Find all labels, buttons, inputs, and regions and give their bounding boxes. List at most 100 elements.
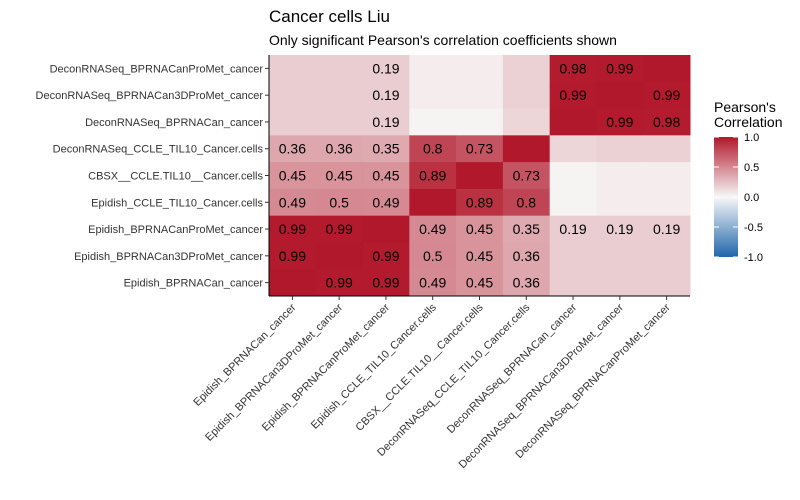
heatmap-cell (549, 269, 597, 297)
heatmap-cell (643, 135, 691, 163)
heatmap-cell (362, 269, 410, 297)
x-tick-label: DeconRNASeq_BPRNACan3DProMet_cancer (457, 301, 627, 471)
y-tick-label: DeconRNASeq_BPRNACan_cancer (85, 117, 263, 129)
cell-value-label: 0.99 (606, 60, 633, 76)
heatmap-cell (409, 108, 457, 136)
heatmap-cell (643, 188, 691, 217)
cell-value-label: 0.19 (559, 221, 586, 237)
cell-value-label: 0.35 (372, 141, 399, 157)
chart-title: Cancer cells Liu (269, 7, 390, 26)
heatmap-cell (315, 108, 364, 136)
heatmap-cell (409, 215, 457, 243)
cell-value-label: 0.99 (279, 248, 306, 264)
legend-ticks: 1.0 0.5 0.0 -0.5 -1.0 (714, 132, 763, 264)
heatmap-cell (269, 135, 317, 163)
cell-value-label: 0.49 (419, 221, 446, 237)
cell-value-label: 0.35 (513, 221, 540, 237)
heatmap-cell (409, 242, 457, 270)
heatmap-cell (362, 81, 410, 110)
heatmap-cell (456, 188, 504, 217)
heatmap-cell (315, 55, 364, 83)
heatmap-cell (502, 81, 551, 110)
y-tick-label: Epidish_BPRNACan3DProMet_cancer (74, 251, 263, 263)
chart-subtitle: Only significant Pearson's correlation c… (269, 32, 617, 48)
heatmap-cell (596, 81, 644, 110)
heatmap-cell (643, 108, 691, 136)
cell-value-label: 0.19 (606, 221, 633, 237)
heatmap-cell (643, 81, 691, 110)
heatmap-cell (596, 162, 644, 190)
cell-value-label: 0.73 (466, 141, 493, 157)
heatmap-cell (549, 55, 597, 83)
cell-value-label: 0.73 (513, 168, 540, 184)
heatmap-cell (362, 108, 410, 136)
cell-value-label: 0.36 (326, 141, 353, 157)
y-tick-label: Epidish_CCLE_TIL10_Cancer.cells (91, 197, 263, 209)
heatmap-cell (269, 242, 317, 270)
cell-value-label: 0.45 (326, 168, 353, 184)
cell-value-label: 0.89 (466, 194, 493, 210)
heatmap-cell (362, 242, 410, 270)
heatmap-cell (502, 108, 551, 136)
heatmap-cell (456, 162, 504, 190)
cell-value-label: 0.45 (466, 275, 493, 291)
heatmap-cell (362, 188, 410, 217)
cell-value-label: 0.99 (326, 221, 353, 237)
heatmap-cell (549, 242, 597, 270)
heatmap-cell (269, 215, 317, 243)
heatmap-cell (456, 269, 504, 297)
y-tick-label: Epidish_BPRNACan_cancer (124, 278, 264, 290)
heatmap-cell (315, 135, 364, 163)
y-tick-label: DeconRNASeq_CCLE_TIL10_Cancer.cells (53, 144, 264, 156)
heatmap-cell (269, 188, 317, 217)
cell-value-label: 0.99 (372, 248, 399, 264)
heatmap-cell (596, 188, 644, 217)
heatmap-cell (549, 162, 597, 190)
heatmap-cell (315, 162, 364, 190)
cell-value-label: 0.45 (466, 248, 493, 264)
y-tick-label: DeconRNASeq_BPRNACan3DProMet_cancer (36, 90, 264, 102)
heatmap-cell (456, 81, 504, 110)
y-tick-label: CBSX__CCLE.TIL10__Cancer.cells (88, 171, 263, 183)
heatmap-cell (315, 242, 364, 270)
y-tick-label: Epidish_BPRNACanProMet_cancer (88, 224, 263, 236)
cell-value-label: 0.99 (606, 114, 633, 130)
cell-value-label: 0.49 (279, 194, 306, 210)
cell-value-label: 0.8 (423, 141, 443, 157)
heatmap-cell (269, 81, 317, 110)
heatmap-cell (456, 215, 504, 243)
cell-value-label: 0.36 (513, 275, 540, 291)
cell-value-label: 0.89 (419, 168, 446, 184)
cell-value-label: 0.5 (423, 248, 443, 264)
heatmap-cell (362, 215, 410, 243)
heatmap-cell (409, 188, 457, 217)
heatmap-cell (502, 162, 551, 190)
cell-value-label: 0.99 (559, 87, 586, 103)
heatmap-cell (502, 55, 551, 83)
heatmap-cell (502, 269, 551, 297)
legend-tick-label: -0.5 (744, 222, 763, 234)
heatmap-cell (409, 135, 457, 163)
x-axis-labels: Epidish_BPRNACan_cancerEpidish_BPRNACan3… (191, 296, 673, 471)
cell-value-label: 0.98 (653, 114, 680, 130)
cell-value-label: 0.99 (279, 221, 306, 237)
heatmap-cell (549, 135, 597, 163)
heatmap-cell (362, 135, 410, 163)
heatmap-cells: 0.19 0.98 0.99 0.19 0.99 0.99 0.19 0.99 0.98 0.36… (269, 55, 691, 297)
cell-value-label: 0.45 (279, 168, 306, 184)
heatmap-cell (315, 215, 364, 243)
heatmap-cell (409, 162, 457, 190)
heatmap-cell (549, 215, 597, 243)
legend-title-line1: Pearson's (714, 99, 776, 115)
legend-tick-label: 0.0 (744, 192, 759, 204)
cell-value-label: 0.98 (559, 60, 586, 76)
heatmap-cell (643, 269, 691, 297)
heatmap-cell (315, 81, 364, 110)
heatmap-cell (362, 55, 410, 83)
cell-value-label: 0.45 (466, 221, 493, 237)
heatmap-cell (315, 188, 364, 217)
cell-value-label: 0.99 (326, 275, 353, 291)
heatmap-cell (596, 215, 644, 243)
heatmap-cell (643, 162, 691, 190)
